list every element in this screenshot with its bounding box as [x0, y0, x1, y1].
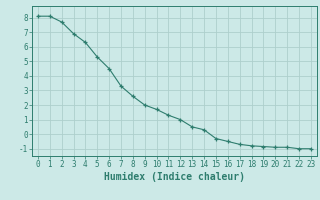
X-axis label: Humidex (Indice chaleur): Humidex (Indice chaleur) — [104, 172, 245, 182]
